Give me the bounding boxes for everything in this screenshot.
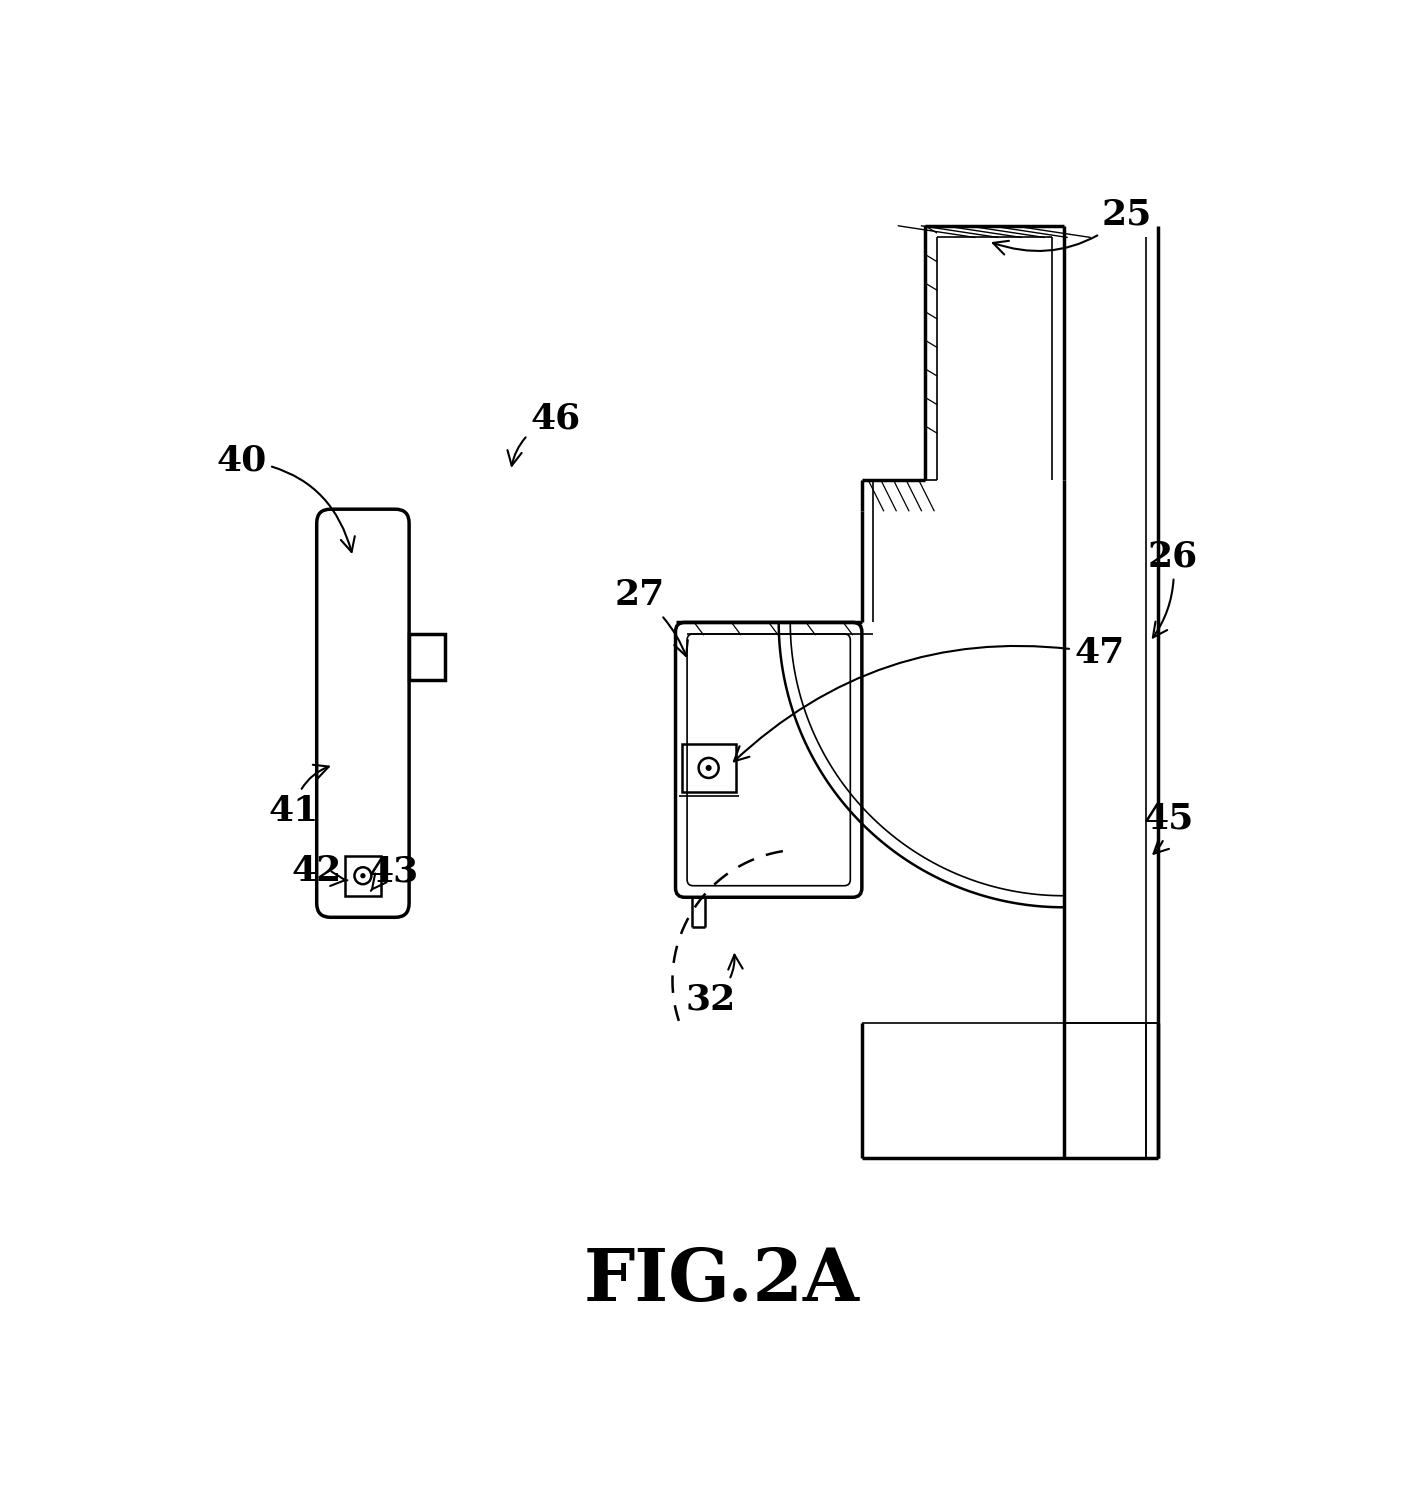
Text: 46: 46 (507, 401, 581, 466)
Text: 27: 27 (614, 578, 688, 656)
Text: 42: 42 (292, 855, 348, 888)
Bar (682, 744, 735, 792)
Text: 26: 26 (1148, 540, 1198, 638)
Circle shape (361, 874, 365, 877)
Text: 47: 47 (734, 636, 1124, 762)
Text: 25: 25 (993, 198, 1153, 254)
Text: FIG.2A: FIG.2A (583, 1246, 859, 1316)
Circle shape (706, 765, 712, 771)
Bar (409, 633, 445, 680)
Text: 45: 45 (1144, 802, 1195, 853)
Text: 43: 43 (369, 855, 418, 891)
Text: 32: 32 (686, 955, 743, 1016)
Text: 40: 40 (216, 443, 355, 552)
Text: 41: 41 (269, 765, 328, 828)
Bar (345, 856, 382, 895)
